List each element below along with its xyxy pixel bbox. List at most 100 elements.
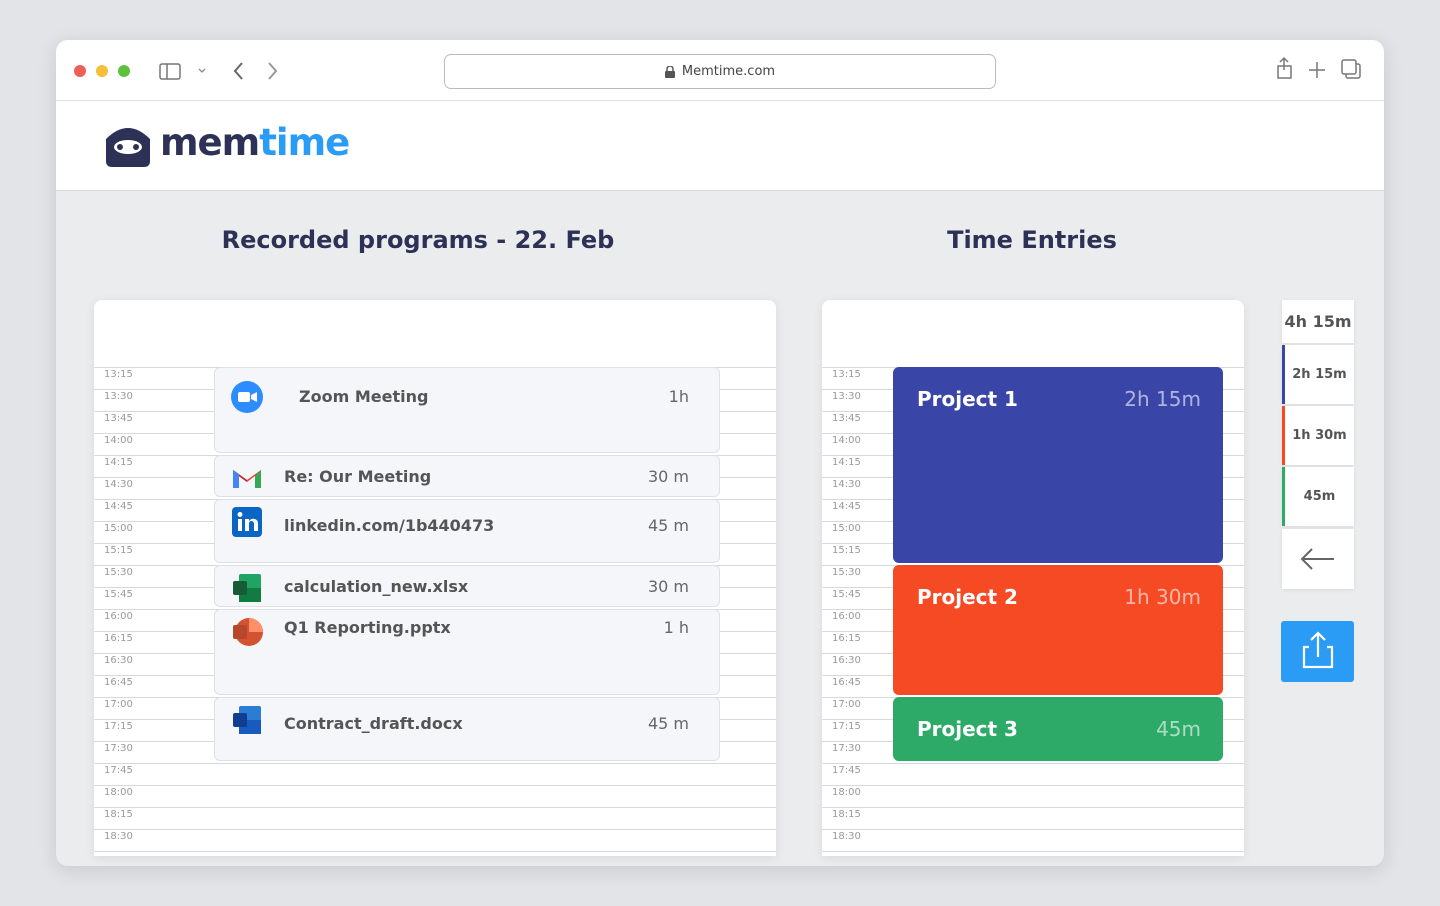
time-label: 13:45: [104, 413, 133, 424]
time-label: 18:00: [832, 787, 861, 798]
project-duration: 1h 30m: [1124, 585, 1201, 609]
project-name: Project 2: [917, 585, 1018, 609]
time-label: 17:45: [832, 765, 861, 776]
time-label: 18:00: [104, 787, 133, 798]
export-icon: [1302, 631, 1334, 669]
lock-icon: [664, 65, 675, 78]
time-label: 15:00: [104, 523, 133, 534]
program-card[interactable]: Re: Our Meeting 30 m: [214, 455, 720, 497]
program-icon: [233, 618, 263, 646]
time-label: 14:15: [104, 457, 133, 468]
project-block[interactable]: Project 1 2h 15m: [893, 367, 1223, 563]
row-line: [94, 763, 776, 764]
summary-item: 1h 30m: [1282, 406, 1354, 465]
time-label: 13:15: [104, 369, 133, 380]
time-label: 15:15: [104, 545, 133, 556]
project-duration: 2h 15m: [1124, 387, 1201, 411]
program-icon: [233, 574, 261, 602]
row-line: [822, 785, 1244, 786]
program-duration: 1 h: [663, 618, 689, 637]
time-label: 15:45: [104, 589, 133, 600]
program-card[interactable]: calculation_new.xlsx 30 m: [214, 565, 720, 607]
program-label: Q1 Reporting.pptx: [284, 618, 451, 637]
project-name: Project 3: [917, 717, 1018, 741]
program-label: calculation_new.xlsx: [284, 577, 469, 596]
time-label: 15:00: [832, 523, 861, 534]
time-label: 18:30: [104, 831, 133, 842]
time-label: 13:30: [104, 391, 133, 402]
time-label: 16:45: [104, 677, 133, 688]
program-icon: [232, 507, 262, 537]
url: Memtime.com: [681, 64, 776, 79]
time-label: 13:15: [832, 369, 861, 380]
time-label: 16:45: [832, 677, 861, 688]
time-label: 14:00: [104, 435, 133, 446]
program-duration: 45 m: [647, 714, 689, 733]
time-label: 14:45: [104, 501, 133, 512]
time-label: 17:45: [104, 765, 133, 776]
export-button[interactable]: [1281, 621, 1354, 682]
row-line: [94, 785, 776, 786]
time-label: 14:00: [832, 435, 861, 446]
row-line: [822, 851, 1244, 852]
time-label: 17:00: [832, 699, 861, 710]
time-label: 15:15: [832, 545, 861, 556]
program-icon: [231, 381, 263, 413]
program-label: Re: Our Meeting: [284, 467, 432, 486]
program-label: linkedin.com/1b440473: [284, 516, 495, 535]
time-label: 17:00: [104, 699, 133, 710]
program-card[interactable]: Contract_draft.docx 45 m: [214, 697, 720, 761]
logo-text: memtime: [160, 121, 350, 164]
program-label: Contract_draft.docx: [284, 714, 463, 733]
program-duration: 45 m: [647, 516, 689, 535]
time-label: 16:30: [832, 655, 861, 666]
site-header: memtime: [56, 101, 1384, 191]
project-block[interactable]: Project 3 45m: [893, 697, 1223, 761]
logo-dark: mem: [160, 121, 260, 164]
back-button[interactable]: [1282, 529, 1354, 589]
program-label: Zoom Meeting: [299, 387, 429, 406]
project-duration: 45m: [1156, 717, 1201, 741]
address-bar[interactable]: Memtime.com: [444, 54, 996, 89]
recorded-title: Recorded programs - 22. Feb: [221, 226, 615, 254]
time-label: 18:30: [832, 831, 861, 842]
program-duration: 1h: [668, 387, 689, 406]
summary-item: 45m: [1282, 467, 1354, 526]
project-name: Project 1: [917, 387, 1018, 411]
time-label: 14:30: [104, 479, 133, 490]
logo-light: time: [259, 121, 350, 164]
time-label: 15:30: [832, 567, 861, 578]
program-icon: [233, 706, 261, 734]
program-duration: 30 m: [647, 577, 689, 596]
time-label: 17:30: [832, 743, 861, 754]
row-line: [94, 807, 776, 808]
row-line: [822, 829, 1244, 830]
program-card[interactable]: linkedin.com/1b440473 45 m: [214, 499, 720, 563]
program-icon: [233, 470, 261, 488]
row-line: [94, 851, 776, 852]
program-duration: 30 m: [647, 467, 689, 486]
time-label: 16:00: [832, 611, 861, 622]
program-card[interactable]: Zoom Meeting 1h: [214, 367, 720, 453]
time-label: 15:45: [832, 589, 861, 600]
time-label: 17:30: [104, 743, 133, 754]
time-label: 16:15: [104, 633, 133, 644]
time-label: 16:00: [104, 611, 133, 622]
time-label: 15:30: [104, 567, 133, 578]
logo-icon: [106, 128, 150, 167]
project-block[interactable]: Project 2 1h 30m: [893, 565, 1223, 695]
row-line: [822, 807, 1244, 808]
time-label: 13:30: [832, 391, 861, 402]
entries-panel: 13:15 13:30 13:45 14:00 14:15 14:30 14:45 15:00…: [822, 300, 1244, 856]
time-label: 16:30: [104, 655, 133, 666]
browser-window: Memtime.com memtime Recorded programs - …: [56, 40, 1384, 866]
time-label: 18:15: [104, 809, 133, 820]
recorded-panel: 13:15 13:30 13:45 14:00 14:15 14:30 14:45 15:00…: [94, 300, 776, 856]
time-label: 14:45: [832, 501, 861, 512]
toolbar: Memtime.com: [56, 40, 1384, 101]
program-card[interactable]: Q1 Reporting.pptx 1 h: [214, 609, 720, 695]
back-arrow: [1300, 548, 1334, 570]
time-label: 14:30: [832, 479, 861, 490]
time-label: 18:15: [832, 809, 861, 820]
